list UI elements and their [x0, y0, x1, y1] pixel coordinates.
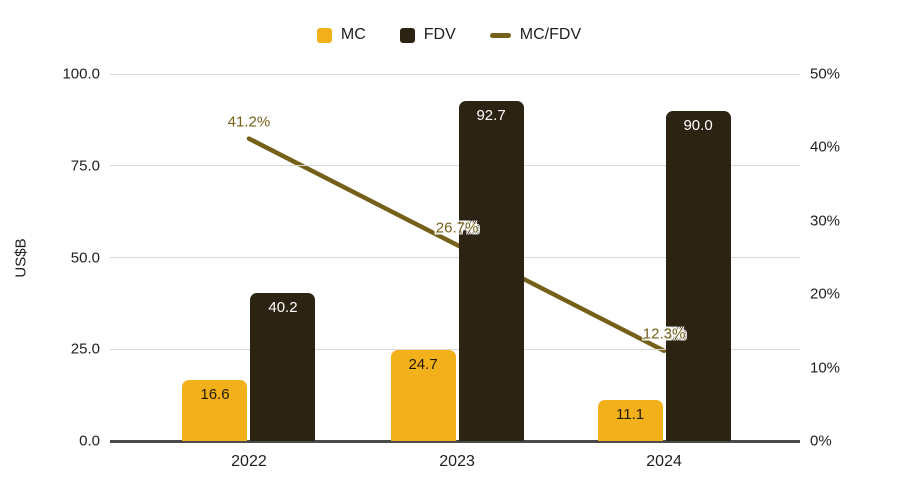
bar-mc [182, 380, 248, 441]
bar-value-label: 11.1 [616, 406, 645, 424]
x-axis-tick-label: 2024 [646, 453, 682, 470]
bar-fdv [250, 293, 316, 441]
x-axis-line [110, 439, 800, 443]
y-axis-tick-label: 50.0 [70, 249, 100, 266]
right-axis-tick-label: 0% [810, 432, 832, 450]
y-axis-tick-label: 75.0 [70, 157, 100, 175]
gridline [110, 165, 800, 167]
bar-value-label: 92.7 [476, 106, 506, 124]
gridline [110, 73, 800, 75]
legend-label: MC/FDV [519, 26, 582, 43]
bar-value-label: 16.6 [200, 386, 230, 404]
legend-item-mc[interactable]: MC [316, 26, 366, 44]
right-axis-tick-label: 40% [810, 138, 841, 156]
legend-item-fdv[interactable]: FDV [399, 26, 456, 44]
bar-fdv [458, 100, 524, 441]
chart-legend: MC FDV MC/FDV [0, 26, 898, 44]
legend-item-mc-fdv[interactable]: MC/FDV [489, 26, 582, 44]
bar-mc [390, 350, 456, 441]
line-point-label: 12.3% [642, 325, 686, 343]
line-point-label: 26.7% [435, 219, 479, 237]
y-axis-tick-label: 0.0 [79, 432, 100, 450]
y-axis-tick-label: 100.0 [62, 65, 100, 83]
y-axis-tick-label: 25.0 [70, 340, 100, 358]
bar-value-label: 24.7 [408, 356, 438, 374]
right-axis-tick-label: 30% [810, 212, 841, 230]
x-axis-tick-label: 2022 [231, 453, 267, 470]
x-axis-tick-label: 2023 [439, 453, 475, 470]
y-axis-title: US$B [12, 237, 30, 278]
bar-value-label: 90.0 [683, 116, 713, 134]
gridline [110, 257, 800, 258]
bar-mc [597, 400, 663, 441]
right-axis-tick-label: 20% [810, 285, 841, 303]
gridline [110, 348, 800, 350]
legend-swatch-icon [399, 27, 415, 43]
legend-label: MC [340, 26, 366, 43]
bar-value-label: 40.2 [268, 299, 298, 317]
legend-swatch-icon [489, 32, 511, 38]
right-axis-tick-label: 10% [810, 359, 841, 377]
bar-fdv [665, 110, 731, 441]
line-point-label: 41.2% [227, 113, 271, 131]
legend-label: FDV [423, 26, 456, 43]
legend-swatch-icon [316, 27, 332, 43]
right-axis-tick-label: 50% [810, 65, 841, 83]
